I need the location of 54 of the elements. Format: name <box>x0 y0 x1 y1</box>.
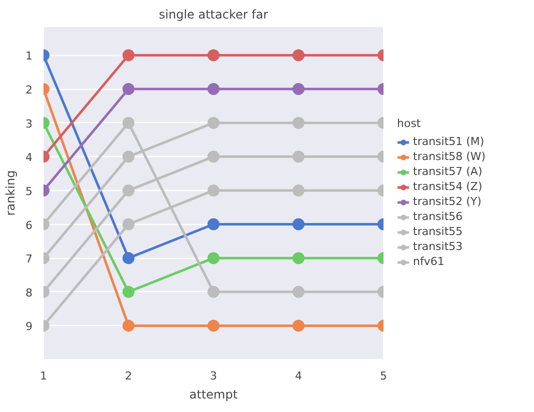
point <box>292 184 304 196</box>
x-tick-label: 5 <box>380 370 387 382</box>
point <box>292 252 304 264</box>
chart-title: single attacker far <box>158 8 268 22</box>
point <box>122 184 134 196</box>
x-tick-label: 2 <box>125 370 132 382</box>
x-axis-title: attempt <box>189 388 238 402</box>
x-tick-label: 1 <box>40 370 47 382</box>
point <box>292 150 304 163</box>
point <box>292 286 304 298</box>
legend-label: transit52 (Y) <box>413 195 482 208</box>
y-tick-label: 1 <box>26 50 32 63</box>
point <box>292 218 304 230</box>
point <box>208 49 220 62</box>
y-tick-label: 3 <box>26 117 32 130</box>
point <box>122 83 134 96</box>
point <box>208 252 220 264</box>
point <box>292 116 304 129</box>
point <box>208 320 220 332</box>
point <box>292 83 304 96</box>
point <box>208 218 220 230</box>
legend-label: transit53 <box>413 240 463 253</box>
y-tick-label: 5 <box>26 184 32 198</box>
x-tick-label: 3 <box>210 370 217 382</box>
point <box>208 184 220 196</box>
legend-label: transit51 (M) <box>413 135 484 148</box>
x-tick-label: 4 <box>295 370 302 382</box>
y-tick-label: 8 <box>26 286 32 300</box>
point <box>122 116 134 129</box>
y-tick-label: 2 <box>26 84 32 97</box>
legend-label: transit55 <box>413 225 463 238</box>
legend-title: host <box>397 116 422 130</box>
legend-label: nfv61 <box>413 255 444 268</box>
point <box>208 83 220 96</box>
point <box>208 116 220 129</box>
point <box>122 150 134 163</box>
y-tick-label: 4 <box>26 151 32 164</box>
point <box>122 252 134 264</box>
y-axis-title: ranking <box>4 170 18 216</box>
point <box>208 286 220 298</box>
legend-label: transit58 (W) <box>413 150 486 163</box>
point <box>208 150 220 163</box>
y-tick-label: 6 <box>26 218 32 232</box>
point <box>122 286 134 298</box>
point <box>122 218 134 230</box>
point <box>292 320 304 332</box>
y-tick-label: 9 <box>26 320 32 334</box>
point <box>122 320 134 332</box>
point <box>292 49 304 62</box>
legend-label: transit56 <box>413 210 463 223</box>
y-tick-label: 7 <box>26 252 32 266</box>
point <box>122 49 134 62</box>
legend-label: transit57 (A) <box>413 165 482 178</box>
legend-label: transit54 (Z) <box>413 180 482 193</box>
